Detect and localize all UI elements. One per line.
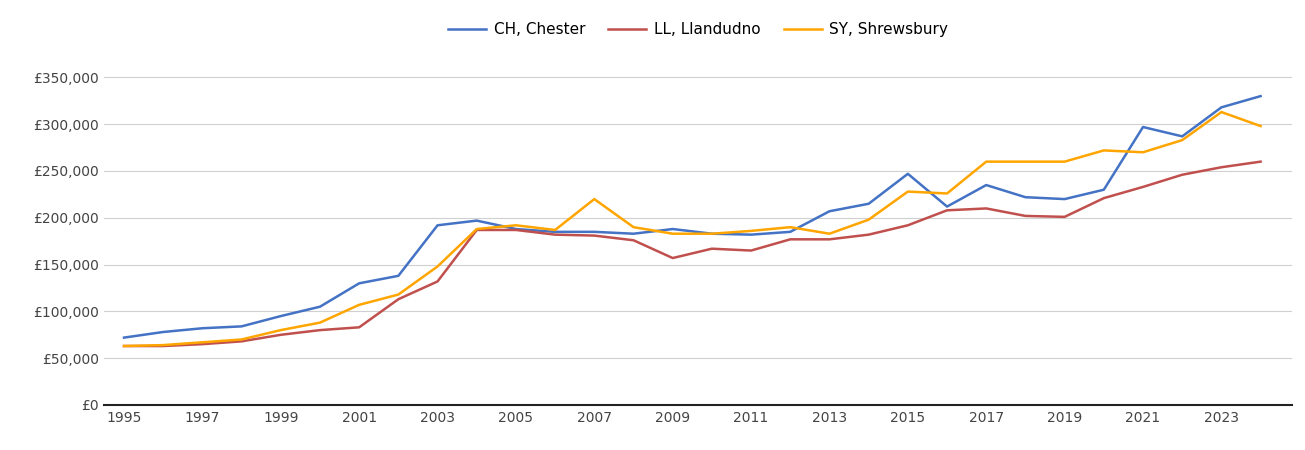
CH, Chester: [822, 208, 838, 214]
SY, Shrewsbury: [312, 320, 328, 325]
CH, Chester: [1174, 134, 1190, 139]
LL, Llandudno: [508, 227, 523, 233]
CH, Chester: [664, 226, 680, 232]
LL, Llandudno: [705, 246, 720, 252]
LL, Llandudno: [390, 297, 406, 302]
LL, Llandudno: [861, 232, 877, 237]
LL, Llandudno: [1135, 184, 1151, 189]
CH, Chester: [1096, 187, 1112, 193]
SY, Shrewsbury: [861, 217, 877, 222]
SY, Shrewsbury: [273, 328, 288, 333]
CH, Chester: [940, 204, 955, 209]
LL, Llandudno: [234, 339, 249, 344]
CH, Chester: [586, 229, 602, 234]
LL, Llandudno: [586, 233, 602, 238]
LL, Llandudno: [547, 232, 562, 237]
SY, Shrewsbury: [900, 189, 916, 194]
CH, Chester: [900, 171, 916, 176]
CH, Chester: [155, 329, 171, 335]
CH, Chester: [979, 182, 994, 188]
SY, Shrewsbury: [822, 231, 838, 236]
CH, Chester: [273, 313, 288, 319]
CH, Chester: [390, 273, 406, 279]
CH, Chester: [508, 226, 523, 232]
CH, Chester: [351, 281, 367, 286]
SY, Shrewsbury: [1174, 137, 1190, 143]
LL, Llandudno: [664, 255, 680, 261]
LL, Llandudno: [273, 332, 288, 338]
SY, Shrewsbury: [586, 196, 602, 202]
SY, Shrewsbury: [194, 340, 210, 345]
SY, Shrewsbury: [1253, 123, 1268, 129]
CH, Chester: [744, 232, 760, 237]
CH, Chester: [547, 229, 562, 234]
CH, Chester: [705, 231, 720, 236]
CH, Chester: [861, 201, 877, 207]
CH, Chester: [1214, 105, 1229, 110]
LL, Llandudno: [625, 238, 641, 243]
LL, Llandudno: [468, 227, 484, 233]
SY, Shrewsbury: [390, 292, 406, 297]
LL, Llandudno: [1096, 195, 1112, 201]
CH, Chester: [1057, 196, 1073, 202]
LL, Llandudno: [783, 237, 799, 242]
CH, Chester: [1253, 94, 1268, 99]
LL, Llandudno: [429, 279, 445, 284]
SY, Shrewsbury: [1214, 109, 1229, 115]
LL, Llandudno: [155, 343, 171, 349]
Line: SY, Shrewsbury: SY, Shrewsbury: [124, 112, 1261, 346]
LL, Llandudno: [312, 328, 328, 333]
Line: LL, Llandudno: LL, Llandudno: [124, 162, 1261, 346]
SY, Shrewsbury: [625, 225, 641, 230]
CH, Chester: [468, 218, 484, 223]
SY, Shrewsbury: [116, 343, 132, 349]
LL, Llandudno: [1214, 165, 1229, 170]
Line: CH, Chester: CH, Chester: [124, 96, 1261, 338]
SY, Shrewsbury: [429, 264, 445, 269]
SY, Shrewsbury: [155, 342, 171, 348]
CH, Chester: [429, 223, 445, 228]
LL, Llandudno: [1253, 159, 1268, 164]
LL, Llandudno: [940, 207, 955, 213]
LL, Llandudno: [1018, 213, 1034, 219]
CH, Chester: [783, 229, 799, 234]
LL, Llandudno: [1057, 214, 1073, 220]
LL, Llandudno: [979, 206, 994, 211]
SY, Shrewsbury: [940, 191, 955, 196]
LL, Llandudno: [351, 324, 367, 330]
CH, Chester: [234, 324, 249, 329]
CH, Chester: [312, 304, 328, 310]
CH, Chester: [116, 335, 132, 340]
SY, Shrewsbury: [1057, 159, 1073, 164]
SY, Shrewsbury: [979, 159, 994, 164]
SY, Shrewsbury: [468, 226, 484, 232]
SY, Shrewsbury: [1096, 148, 1112, 153]
SY, Shrewsbury: [508, 223, 523, 228]
CH, Chester: [194, 325, 210, 331]
SY, Shrewsbury: [1135, 149, 1151, 155]
SY, Shrewsbury: [351, 302, 367, 307]
SY, Shrewsbury: [547, 227, 562, 233]
LL, Llandudno: [900, 223, 916, 228]
CH, Chester: [1018, 194, 1034, 200]
SY, Shrewsbury: [744, 228, 760, 234]
LL, Llandudno: [744, 248, 760, 253]
SY, Shrewsbury: [234, 337, 249, 342]
CH, Chester: [1135, 124, 1151, 130]
SY, Shrewsbury: [1018, 159, 1034, 164]
LL, Llandudno: [194, 342, 210, 347]
Legend: CH, Chester, LL, Llandudno, SY, Shrewsbury: CH, Chester, LL, Llandudno, SY, Shrewsbu…: [442, 16, 954, 43]
SY, Shrewsbury: [705, 231, 720, 236]
SY, Shrewsbury: [664, 231, 680, 236]
LL, Llandudno: [1174, 172, 1190, 177]
CH, Chester: [625, 231, 641, 236]
LL, Llandudno: [822, 237, 838, 242]
LL, Llandudno: [116, 343, 132, 349]
SY, Shrewsbury: [783, 225, 799, 230]
